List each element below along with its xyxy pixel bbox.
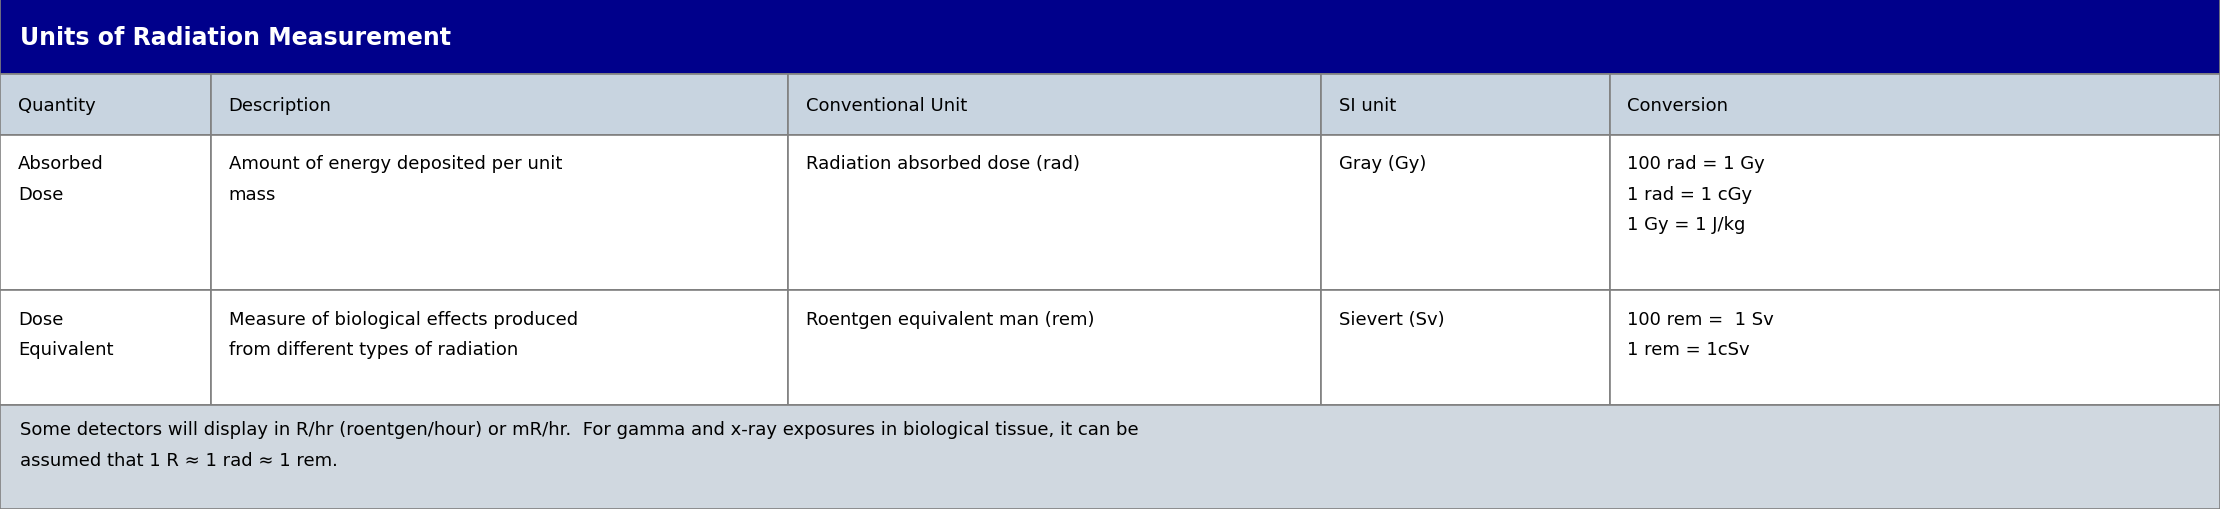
- Text: Sievert (Sv): Sievert (Sv): [1339, 310, 1445, 328]
- Text: Gray (Gy): Gray (Gy): [1339, 155, 1425, 173]
- Bar: [1321, 291, 1610, 405]
- Bar: [0, 75, 2220, 135]
- Text: 100 rad = 1 Gy
1 rad = 1 cGy
1 Gy = 1 J/kg: 100 rad = 1 Gy 1 rad = 1 cGy 1 Gy = 1 J/…: [1627, 155, 1765, 234]
- Text: Measure of biological effects produced
from different types of radiation: Measure of biological effects produced f…: [229, 310, 577, 358]
- Bar: [1321, 135, 1610, 291]
- Bar: [1610, 75, 2220, 135]
- Bar: [0, 75, 211, 135]
- Text: Amount of energy deposited per unit
mass: Amount of energy deposited per unit mass: [229, 155, 562, 203]
- Bar: [0, 405, 2220, 509]
- Text: Conventional Unit: Conventional Unit: [806, 96, 968, 115]
- Bar: [0, 135, 2220, 291]
- Text: Absorbed
Dose: Absorbed Dose: [18, 155, 104, 203]
- Bar: [0, 291, 2220, 405]
- Text: 100 rem =  1 Sv
1 rem = 1cSv: 100 rem = 1 Sv 1 rem = 1cSv: [1627, 310, 1774, 358]
- Text: Quantity: Quantity: [18, 96, 95, 115]
- Bar: [0, 135, 211, 291]
- Bar: [0, 291, 211, 405]
- Bar: [788, 291, 1321, 405]
- Bar: [1610, 291, 2220, 405]
- Text: SI unit: SI unit: [1339, 96, 1396, 115]
- Bar: [1610, 135, 2220, 291]
- Bar: [0, 0, 2220, 75]
- Bar: [1321, 75, 1610, 135]
- Bar: [788, 75, 1321, 135]
- Text: Units of Radiation Measurement: Units of Radiation Measurement: [20, 25, 451, 50]
- Text: Roentgen equivalent man (rem): Roentgen equivalent man (rem): [806, 310, 1094, 328]
- Bar: [211, 291, 788, 405]
- Text: Radiation absorbed dose (rad): Radiation absorbed dose (rad): [806, 155, 1079, 173]
- Text: Description: Description: [229, 96, 331, 115]
- Bar: [211, 75, 788, 135]
- Bar: [211, 135, 788, 291]
- Text: Some detectors will display in R/hr (roentgen/hour) or mR/hr.  For gamma and x-r: Some detectors will display in R/hr (roe…: [20, 420, 1139, 469]
- Bar: [0, 0, 2220, 75]
- Text: Dose
Equivalent: Dose Equivalent: [18, 310, 113, 358]
- Text: Conversion: Conversion: [1627, 96, 1727, 115]
- Bar: [788, 135, 1321, 291]
